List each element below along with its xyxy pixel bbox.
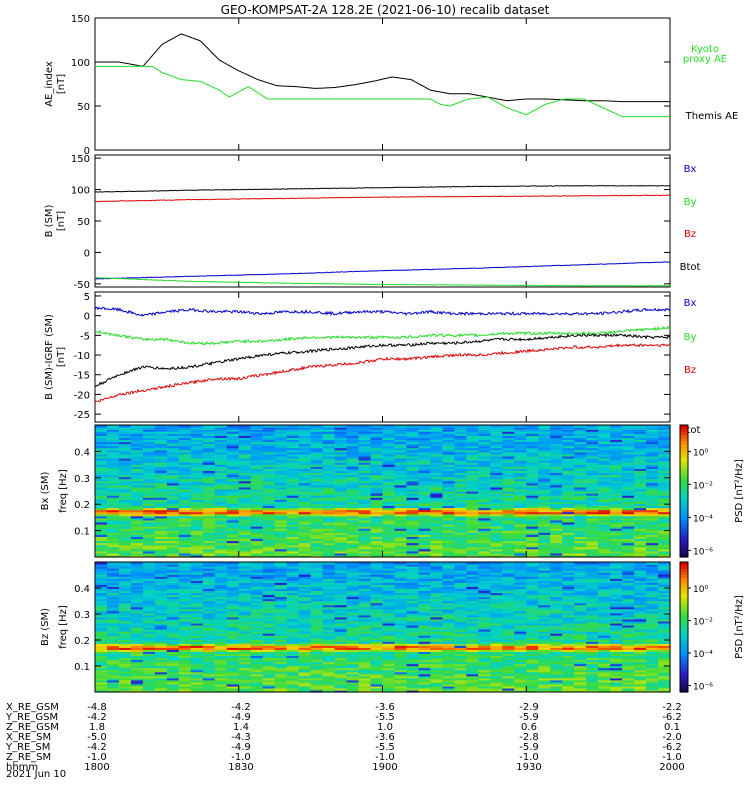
legend-by: By — [684, 197, 697, 208]
colorbar-tick-label: 10⁻⁴ — [693, 514, 713, 524]
y-axis-unit: freq [Hz] — [58, 469, 69, 513]
colorbar-tick-label: 10⁻⁶ — [693, 547, 713, 557]
y-axis-label: Bx (SM) — [40, 472, 51, 511]
legend-by: By — [684, 332, 697, 343]
y-tick-label: 0 — [84, 312, 90, 323]
y-tick-label: 100 — [71, 58, 90, 69]
series-line-kyoto-proxy-ae — [95, 66, 670, 116]
panel-dB: -25 -20 -15 -10 -5 0 5 B (SM)-IGRF (SM)[nT] — [44, 292, 670, 422]
series-line-themis-ae — [95, 34, 670, 102]
panel-spec_Bz: 0.10.20.30.4Bz (SM)freq [Hz]10⁰10⁻²10⁻⁴1… — [40, 562, 745, 693]
colorbar-tick-label: 10⁰ — [693, 448, 708, 458]
y-tick-label: 50 — [77, 217, 90, 228]
y-tick-label: -25 — [74, 410, 90, 421]
series-line-bz — [95, 195, 670, 202]
y-axis-label: B (SM)-IGRF (SM) — [44, 314, 55, 400]
y-tick-label: -5 — [80, 331, 90, 342]
panel-B_SM: -50 0 50 100 150 B (SM)[nT] — [44, 154, 670, 291]
plot-frame — [95, 155, 670, 287]
y-tick-label: 150 — [71, 154, 90, 165]
chart-title: GEO-KOMPSAT-2A 128.2E (2021-06-10) recal… — [221, 3, 550, 17]
series-line-bx — [95, 262, 670, 279]
y-tick-label: 100 — [71, 186, 90, 197]
y-tick-label: 0.2 — [74, 500, 90, 511]
legend-bx: Bx — [684, 164, 697, 175]
y-tick-label: 150 — [71, 14, 90, 25]
legend-b-0: Bx By Bz Btot — [680, 164, 701, 273]
series-line-bz — [95, 344, 670, 403]
colorbar-tick-label: 10⁻² — [693, 481, 713, 491]
y-axis-unit: [nT] — [56, 347, 67, 367]
legend-bz: Bz — [684, 365, 696, 376]
y-axis-label: AE_index — [44, 61, 55, 107]
series-line-bx — [95, 307, 670, 316]
y-tick-label: 5 — [84, 292, 90, 303]
series-line-btot — [95, 186, 670, 193]
legend-bz: Bz — [684, 229, 696, 240]
y-tick-label: 0.4 — [74, 447, 90, 458]
y-tick-label: 0.3 — [74, 474, 90, 485]
y-tick-label: -20 — [74, 390, 90, 401]
legend-kyoto-sub: proxy AE — [683, 54, 727, 65]
y-axis-unit: [nT] — [56, 211, 67, 231]
y-tick-label: 0 — [84, 248, 90, 259]
y-tick-label: -15 — [74, 371, 90, 382]
y-axis-unit: [nT] — [56, 74, 67, 94]
y-tick-label: -50 — [74, 280, 90, 291]
legend-btot: Btot — [680, 262, 701, 273]
plot-frame — [95, 18, 670, 150]
legend-bx: Bx — [684, 298, 697, 309]
y-tick-label: -10 — [74, 351, 90, 362]
y-tick-label: 50 — [77, 102, 90, 113]
panel-spec_Bx: 0.1 0.2 0.3 0.4 Bx (SM) freq [Hz] 10⁰ 10⁻² 10⁻⁴ 1… — [40, 425, 745, 558]
legend-themis: Themis AE — [685, 111, 739, 122]
series-line-by — [95, 327, 670, 345]
y-tick-label: 0.1 — [74, 527, 90, 538]
colorbar-label: PSD [nT²/Hz] — [734, 459, 745, 523]
y-axis-label: B (SM) — [44, 204, 55, 237]
